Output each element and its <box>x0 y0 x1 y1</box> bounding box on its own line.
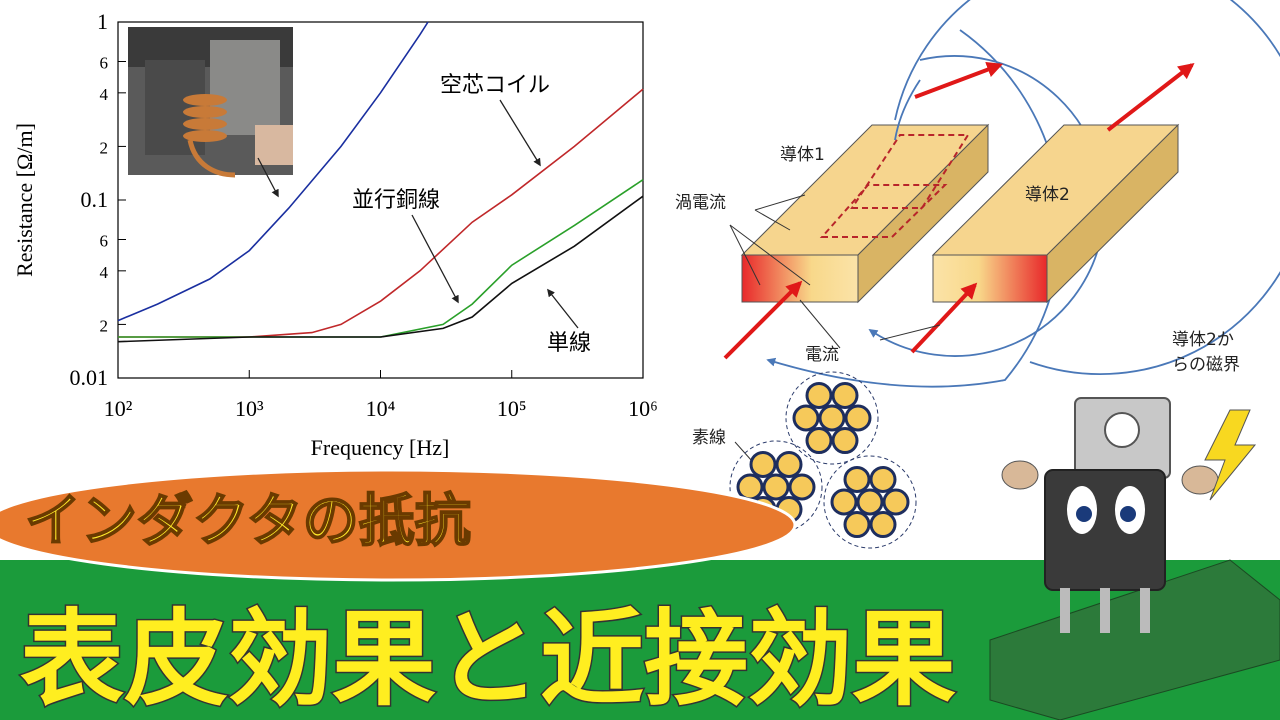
y-tick-label: 0.01 <box>70 365 109 390</box>
field-label: 導体2か <box>1172 330 1234 350</box>
x-tick-label: 10⁴ <box>366 396 396 421</box>
series-label: 単線 <box>547 331 591 356</box>
strand <box>818 404 846 432</box>
strand <box>882 488 910 516</box>
field-label: らの磁界 <box>1172 355 1240 375</box>
series-label: 空芯コイル <box>440 73 550 98</box>
strand <box>749 450 777 478</box>
strand <box>788 473 816 501</box>
y-axis-label: Resistance [Ω/m] <box>12 123 37 277</box>
y-tick-label: 4 <box>100 263 109 282</box>
x-tick-label: 10² <box>104 396 133 421</box>
strand <box>869 465 897 493</box>
strand <box>736 473 764 501</box>
y-tick-label: 6 <box>100 53 109 72</box>
strand-label: 素線 <box>692 428 726 448</box>
conductor-1-label: 導体1 <box>780 145 825 165</box>
banner-title: 表皮効果と近接効果 <box>20 598 956 720</box>
bundle-outline <box>785 371 879 465</box>
strand <box>831 381 859 409</box>
x-tick-label: 10⁵ <box>497 396 527 421</box>
y-tick-label: 6 <box>100 231 109 250</box>
y-tick-label: 1 <box>97 9 108 34</box>
annotation-arrows <box>257 99 579 329</box>
strand <box>856 488 884 516</box>
eddy-current-label: 渦電流 <box>675 193 726 213</box>
strand <box>830 488 858 516</box>
conductor-2-label: 導体2 <box>1025 185 1070 205</box>
strand <box>762 473 790 501</box>
series-label: 並行銅線 <box>352 188 440 213</box>
strand <box>869 511 897 539</box>
y-tick-label: 2 <box>100 316 109 335</box>
chart: Frequency [Hz] Resistance [Ω/m] 10² 10³ 10… <box>12 9 658 460</box>
x-tick-label: 10³ <box>235 396 264 421</box>
y-tick-label: 0.1 <box>81 187 109 212</box>
conductor-diagram: 導体1 導体2 渦電流 電流 導体2か らの磁界 素線 <box>675 0 1280 549</box>
bundle-outline <box>823 455 917 549</box>
y-tick-label: 4 <box>100 85 109 104</box>
y-tick-label: 2 <box>100 138 109 157</box>
strand <box>831 427 859 455</box>
series-line <box>117 195 644 343</box>
strand <box>805 381 833 409</box>
series-line <box>117 21 429 322</box>
current-label: 電流 <box>805 345 839 365</box>
x-axis-label: Frequency [Hz] <box>311 435 450 460</box>
x-tick-label: 10⁶ <box>628 396 658 421</box>
mascot <box>989 397 1280 720</box>
strand <box>775 450 803 478</box>
strand <box>843 465 871 493</box>
series-line <box>118 88 644 338</box>
orange-banner <box>0 468 797 582</box>
banner-subtitle: インダクタの抵抗 <box>25 489 471 554</box>
strand <box>792 404 820 432</box>
photo-inset <box>128 27 293 178</box>
strand <box>844 404 872 432</box>
strand <box>843 511 871 539</box>
strand <box>805 427 833 455</box>
